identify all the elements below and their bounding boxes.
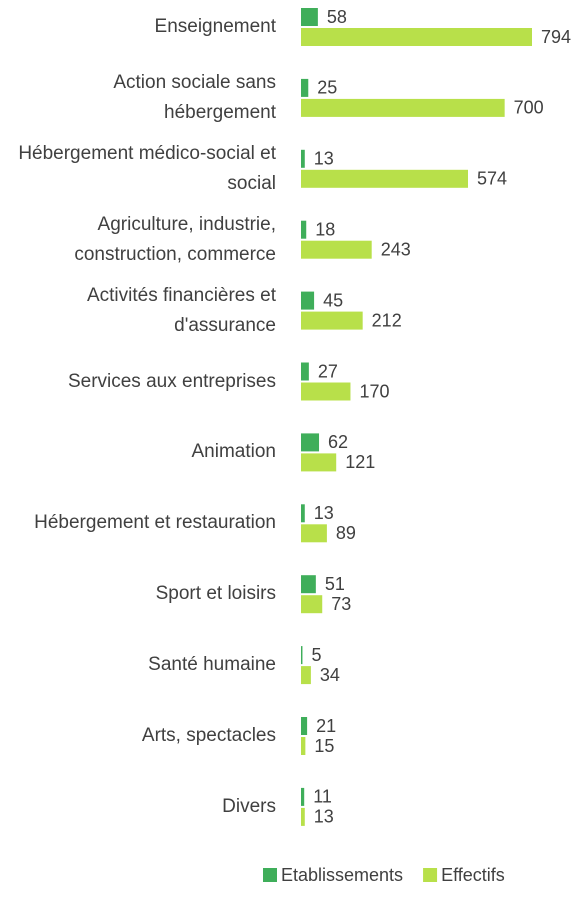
data-label: 89 [336,523,356,543]
category-label: Animation [191,441,277,463]
category-label: Agriculture, industrie, construction, co… [74,213,276,265]
data-label: 700 [514,98,544,118]
bar [301,78,309,97]
data-label: 34 [320,665,340,685]
data-label: 5 [311,645,321,665]
data-label: 27 [318,361,338,381]
category-label: Enseignement [154,16,276,37]
data-label: 243 [381,239,411,259]
bar [301,362,309,381]
legend-swatch [423,868,438,882]
bar [301,149,305,168]
data-label: 58 [327,7,347,27]
legend-label: Etablissements [281,865,403,885]
legend-label: Effectifs [441,865,505,885]
data-label: 212 [372,310,402,330]
bar [301,169,468,188]
data-label: 794 [541,27,571,47]
data-label: 45 [323,290,343,310]
bar [301,240,372,259]
data-label: 13 [314,503,334,523]
bar [301,807,305,826]
bar [301,595,323,614]
bar [301,433,320,452]
data-label: 62 [328,432,348,452]
category-label: Hébergement médico-social et social [18,142,276,194]
category-label: Divers [222,795,276,817]
data-label: 13 [314,807,334,827]
bar [301,311,363,330]
bar [301,98,505,117]
data-label: 11 [313,787,332,807]
bar [301,575,316,594]
bar [301,28,532,46]
category-label: Sport et loisirs [155,583,276,605]
category-label: Arts, spectacles [141,725,276,746]
data-label: 13 [314,149,334,169]
bar [301,8,318,26]
legend-swatch [263,868,277,882]
data-label: 51 [325,574,345,594]
bar [301,291,315,310]
bar [301,220,307,239]
category-label: Hébergement et restauration [34,512,276,534]
category-label: Santé humaine [148,654,276,676]
data-label: 21 [316,716,336,736]
data-label: 18 [315,219,335,239]
bar [301,504,305,523]
data-label: 15 [314,736,334,756]
bar [301,666,311,685]
bar [301,382,351,401]
bar [301,737,306,755]
data-label: 574 [477,169,507,189]
data-label: 73 [331,594,351,614]
data-label: 121 [345,452,375,472]
category-label: Action sociale sans hébergement [113,71,276,123]
bar [301,646,303,665]
category-label: Services aux entreprises [67,370,276,392]
data-label: 170 [359,381,389,401]
bar [301,787,305,806]
bar [301,524,327,543]
bar [301,717,308,735]
category-label: Activités financières et d'assurance [86,284,276,336]
bar [301,453,337,472]
data-label: 25 [317,78,337,98]
